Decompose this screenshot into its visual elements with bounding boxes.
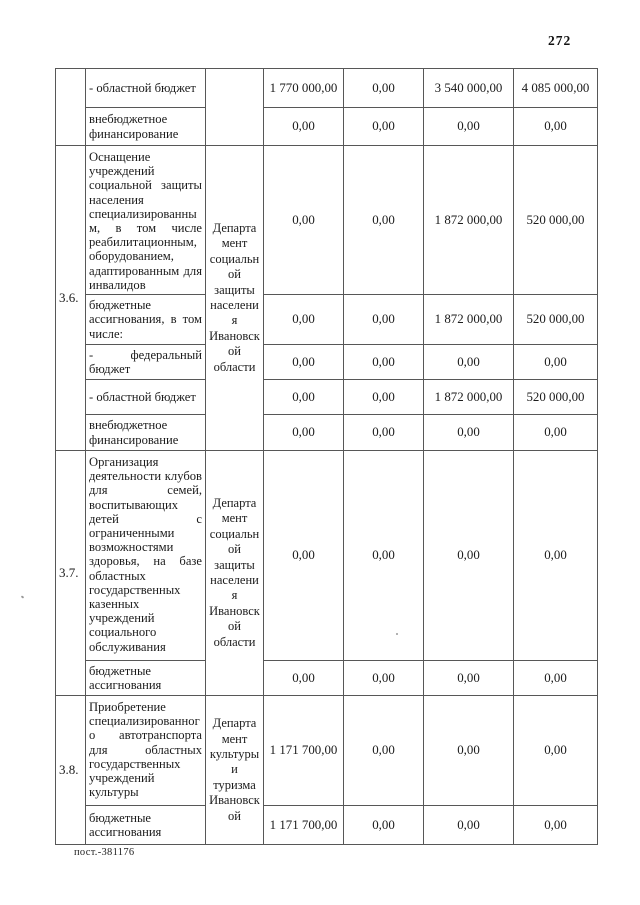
section-number-cell: 3.7. <box>55 450 86 697</box>
amount-cell: 0,00 <box>423 414 514 452</box>
amount-cell: 0,00 <box>513 660 598 697</box>
department-cell: Департамент социальной защиты населения … <box>205 450 264 697</box>
amount-cell: 0,00 <box>343 805 424 846</box>
amount-cell: 0,00 <box>423 107 514 146</box>
amount-cell: 1 171 700,00 <box>263 695 344 807</box>
description-cell: внебюджетное финансирование <box>85 107 206 146</box>
amount-cell: 4 085 000,00 <box>513 68 598 108</box>
description-cell: бюджетные ассигнования, в том числе: <box>85 294 206 346</box>
description-cell: Организация деятельности клубов для семе… <box>85 450 206 662</box>
section-number-cell: 3.6. <box>55 144 86 452</box>
amount-cell: 0,00 <box>263 414 344 452</box>
description-cell: бюджетные ассигнования <box>85 660 206 697</box>
scan-speckle <box>396 633 398 635</box>
description-cell: Приобретение специализированного автотра… <box>85 695 206 807</box>
amount-cell: 0,00 <box>513 344 598 381</box>
department-cell: Департамент культуры и туризма Ивановско… <box>205 695 264 846</box>
amount-cell: 0,00 <box>513 695 598 807</box>
amount-cell: 0,00 <box>343 450 424 662</box>
amount-cell: 0,00 <box>263 344 344 381</box>
department-cell <box>205 68 264 146</box>
description-cell: бюджетные ассигнования <box>85 805 206 846</box>
amount-cell: 0,00 <box>263 450 344 662</box>
amount-cell: 520 000,00 <box>513 144 598 296</box>
amount-cell: 0,00 <box>423 450 514 662</box>
department-cell: Департамент социальной защиты населения … <box>205 144 264 452</box>
section-number-cell <box>55 68 86 146</box>
amount-cell: 0,00 <box>343 414 424 452</box>
amount-cell: 520 000,00 <box>513 379 598 416</box>
description-cell: Оснащение учреждений социальной защиты н… <box>85 144 206 296</box>
amount-cell: 1 872 000,00 <box>423 144 514 296</box>
budget-table: - областной бюджет 1 770 000,00 0,00 3 5… <box>55 68 598 846</box>
amount-cell: 0,00 <box>263 144 344 296</box>
amount-cell: 0,00 <box>343 695 424 807</box>
amount-cell: 0,00 <box>263 660 344 697</box>
description-cell: внебюджетное финансирование <box>85 414 206 452</box>
footer-note: пост.-381176 <box>74 847 135 858</box>
amount-cell: 0,00 <box>343 107 424 146</box>
amount-cell: 0,00 <box>343 344 424 381</box>
description-cell: - областной бюджет <box>85 379 206 416</box>
amount-cell: 1 770 000,00 <box>263 68 344 108</box>
scan-speckle <box>20 595 25 599</box>
amount-cell: 3 540 000,00 <box>423 68 514 108</box>
amount-cell: 0,00 <box>423 660 514 697</box>
page-number: 272 <box>548 33 572 48</box>
amount-cell: 0,00 <box>263 107 344 146</box>
amount-cell: 0,00 <box>343 294 424 346</box>
amount-cell: 1 171 700,00 <box>263 805 344 846</box>
amount-cell: 0,00 <box>263 379 344 416</box>
amount-cell: 520 000,00 <box>513 294 598 346</box>
amount-cell: 0,00 <box>423 695 514 807</box>
amount-cell: 0,00 <box>423 805 514 846</box>
amount-cell: 0,00 <box>343 144 424 296</box>
amount-cell: 0,00 <box>343 379 424 416</box>
amount-cell: 0,00 <box>513 805 598 846</box>
amount-cell: 0,00 <box>263 294 344 346</box>
amount-cell: 1 872 000,00 <box>423 294 514 346</box>
amount-cell: 0,00 <box>343 68 424 108</box>
amount-cell: 0,00 <box>513 414 598 452</box>
amount-cell: 0,00 <box>513 107 598 146</box>
description-cell: - областной бюджет <box>85 68 206 108</box>
amount-cell: 1 872 000,00 <box>423 379 514 416</box>
description-cell: - федеральный бюджет <box>85 344 206 381</box>
amount-cell: 0,00 <box>513 450 598 662</box>
amount-cell: 0,00 <box>423 344 514 381</box>
section-number-cell: 3.8. <box>55 695 86 846</box>
amount-cell: 0,00 <box>343 660 424 697</box>
